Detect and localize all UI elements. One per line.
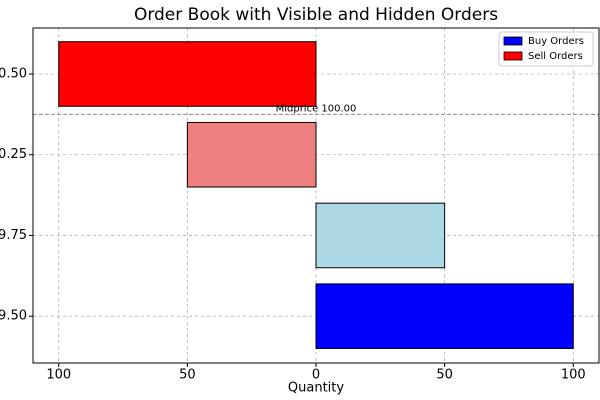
bar	[315, 283, 574, 349]
x-tick-label: 50	[436, 368, 453, 383]
x-tick-label: 100	[561, 368, 586, 383]
x-tick-label: 50	[179, 368, 196, 383]
y-tick-label: 99.50	[0, 309, 27, 324]
y-tick-label: 100.50	[0, 67, 27, 82]
legend-swatch	[503, 51, 523, 61]
y-tick-label: 99.75	[0, 228, 27, 243]
bar	[58, 41, 317, 107]
x-tick-label: 100	[46, 368, 71, 383]
midprice-label: Midprice 100.00	[276, 103, 357, 114]
bar	[315, 202, 446, 269]
legend-label: Buy Orders	[528, 36, 584, 47]
x-tick-label: 0	[312, 368, 320, 383]
bar	[186, 121, 317, 188]
x-axis-label: Quantity	[288, 381, 344, 396]
plot-frame	[32, 27, 600, 364]
legend-swatch	[503, 36, 523, 46]
chart-title: Order Book with Visible and Hidden Order…	[134, 5, 498, 25]
legend-box	[498, 31, 594, 67]
y-tick-label: 100.25	[0, 147, 27, 162]
legend-label: Sell Orders	[528, 51, 583, 62]
